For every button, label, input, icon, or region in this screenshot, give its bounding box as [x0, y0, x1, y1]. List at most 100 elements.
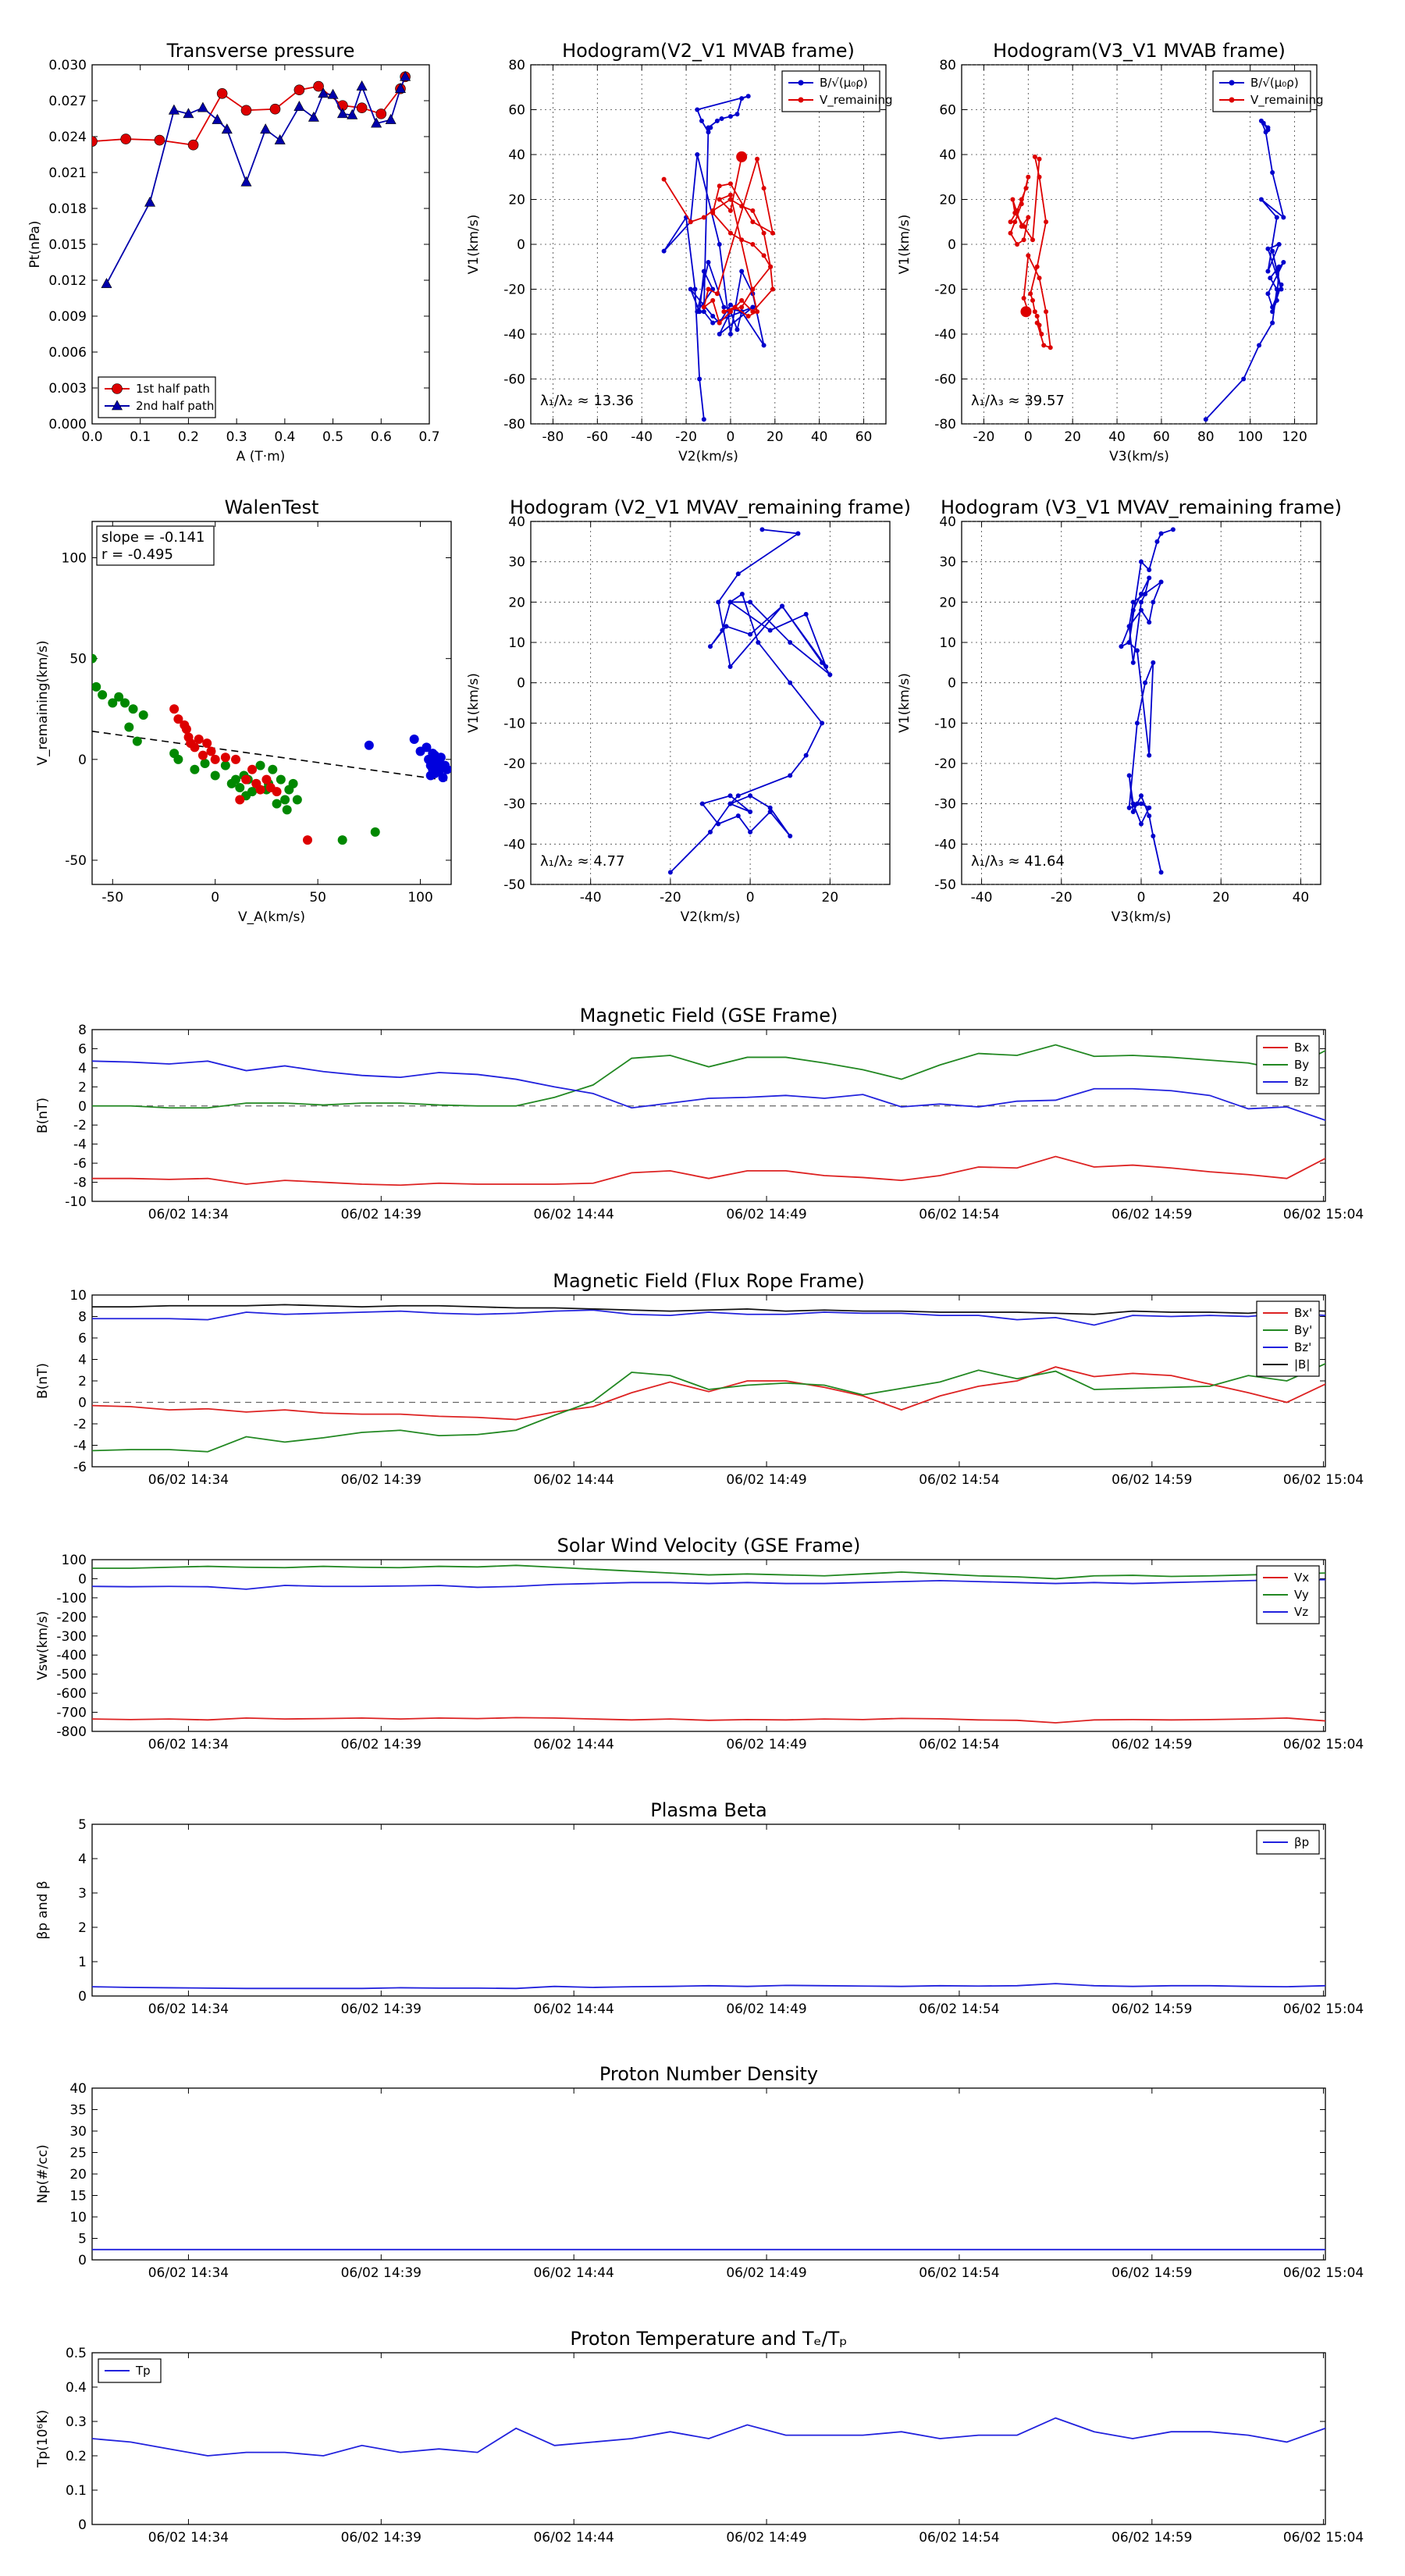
y-tick-label: -20 — [934, 283, 956, 298]
data-point — [114, 692, 124, 702]
data-point — [661, 176, 667, 182]
data-point — [1139, 600, 1144, 605]
data-point — [695, 152, 700, 157]
data-point — [220, 760, 230, 770]
y-tick-label: 4 — [78, 1061, 87, 1076]
data-point — [1037, 156, 1042, 162]
legend: B/√(μ₀ρ) V_remaining — [1212, 70, 1324, 112]
data-point — [770, 230, 775, 236]
data-point — [721, 304, 727, 310]
x-tick-label: 0.7 — [418, 429, 439, 445]
plot-area — [1119, 527, 1176, 875]
y-tick-label: 0.018 — [48, 201, 87, 217]
ratio-annotation: λ₁/λ₃ ≈ 39.57 — [971, 393, 1065, 409]
y-tick-label: -100 — [56, 1591, 87, 1606]
y-axis-label: V1(km/s) — [466, 215, 482, 275]
data-point — [770, 286, 775, 292]
legend: Vx Vy Vz — [1256, 1565, 1320, 1624]
data-point — [288, 778, 298, 788]
data-point — [400, 70, 411, 81]
y-tick-label: 0 — [78, 2517, 87, 2533]
y-tick-label: -4 — [73, 1439, 87, 1454]
data-point — [173, 754, 183, 764]
data-point — [200, 759, 210, 768]
data-point — [438, 773, 448, 783]
y-tick-label: -8 — [73, 1176, 87, 1191]
legend: B/√(μ₀ρ) V_remaining — [781, 70, 893, 112]
data-point — [1008, 230, 1013, 236]
data-point — [274, 133, 286, 144]
data-point — [1028, 291, 1033, 297]
x-tick-label: 100 — [407, 890, 432, 906]
y-tick-label: 40 — [508, 514, 525, 530]
x-tick-label: -50 — [101, 890, 123, 906]
data-point — [750, 309, 756, 315]
y-tick-label: 0.030 — [48, 58, 87, 73]
data-point — [717, 197, 722, 202]
data-point — [788, 834, 793, 838]
x-tick-label: 100 — [1237, 429, 1262, 445]
series-line — [663, 95, 765, 420]
y-tick-label: 0 — [78, 1571, 87, 1587]
data-point — [739, 96, 745, 101]
data-point — [108, 698, 118, 708]
data-point — [1026, 174, 1031, 180]
data-point — [187, 139, 199, 151]
chart-title: Hodogram (V3_V1 MVAV_remaining frame) — [941, 496, 1342, 518]
series-line — [92, 1060, 1325, 1122]
data-point — [820, 720, 825, 726]
data-point — [727, 208, 733, 213]
data-point — [710, 210, 716, 215]
series-line — [92, 1044, 1325, 1109]
legend-label: Bz — [1294, 1075, 1308, 1089]
x-tick-label: 60 — [855, 429, 873, 445]
data-point — [1130, 809, 1136, 814]
y-tick-label: 2 — [78, 1374, 87, 1389]
data-point — [688, 219, 693, 225]
data-point — [688, 286, 693, 292]
x-tick-label: 06/02 14:54 — [919, 1472, 999, 1488]
data-point — [1147, 620, 1152, 625]
y-tick-label: 0.024 — [48, 130, 87, 145]
data-point — [1274, 286, 1279, 292]
legend-label: B/√(μ₀ρ) — [820, 76, 868, 90]
plot-area — [1008, 118, 1286, 422]
data-point — [1281, 215, 1286, 220]
data-point — [701, 269, 706, 274]
x-tick-label: -20 — [660, 890, 681, 906]
y-tick-label: 0.015 — [48, 237, 87, 253]
data-point — [735, 327, 740, 333]
plot-frame — [91, 1559, 1326, 1732]
chart-np: Proton Number Density 0 5 10 15 20 25 30 35 40 06/… — [35, 2063, 1364, 2281]
data-point — [197, 101, 208, 112]
x-tick-label: 06/02 14:34 — [148, 2001, 229, 2017]
chart-title: Plasma Beta — [650, 1799, 767, 1821]
x-tick-label: 06/02 14:44 — [533, 2530, 614, 2546]
data-point — [761, 253, 767, 258]
x-tick-label: 20 — [1212, 890, 1229, 906]
y-tick-label: -4 — [73, 1137, 87, 1153]
data-point — [144, 196, 156, 207]
data-point — [293, 84, 305, 95]
data-point — [92, 653, 97, 664]
x-tick-label: 40 — [1293, 890, 1310, 906]
y-tick-label: -10 — [65, 1194, 87, 1210]
x-tick-label: 60 — [1153, 429, 1170, 445]
data-point — [1019, 197, 1024, 202]
plot-frame — [91, 521, 452, 885]
x-tick-label: 0.6 — [371, 429, 392, 445]
x-tick-label: 06/02 14:44 — [533, 2265, 614, 2281]
x-tick-label: 06/02 14:49 — [726, 1737, 806, 1752]
x-tick-label: -80 — [542, 429, 564, 445]
data-point — [1158, 870, 1164, 875]
legend-box — [1212, 70, 1311, 112]
data-point — [1130, 801, 1136, 806]
data-point — [1012, 219, 1018, 225]
data-point — [280, 795, 290, 805]
y-tick-label: 0.003 — [48, 381, 87, 397]
series-line — [92, 1155, 1325, 1187]
y-tick-label: 10 — [69, 1288, 87, 1304]
data-point — [1139, 559, 1144, 564]
y-axis-label: Pt(nPa) — [27, 221, 43, 269]
data-point — [98, 690, 108, 700]
